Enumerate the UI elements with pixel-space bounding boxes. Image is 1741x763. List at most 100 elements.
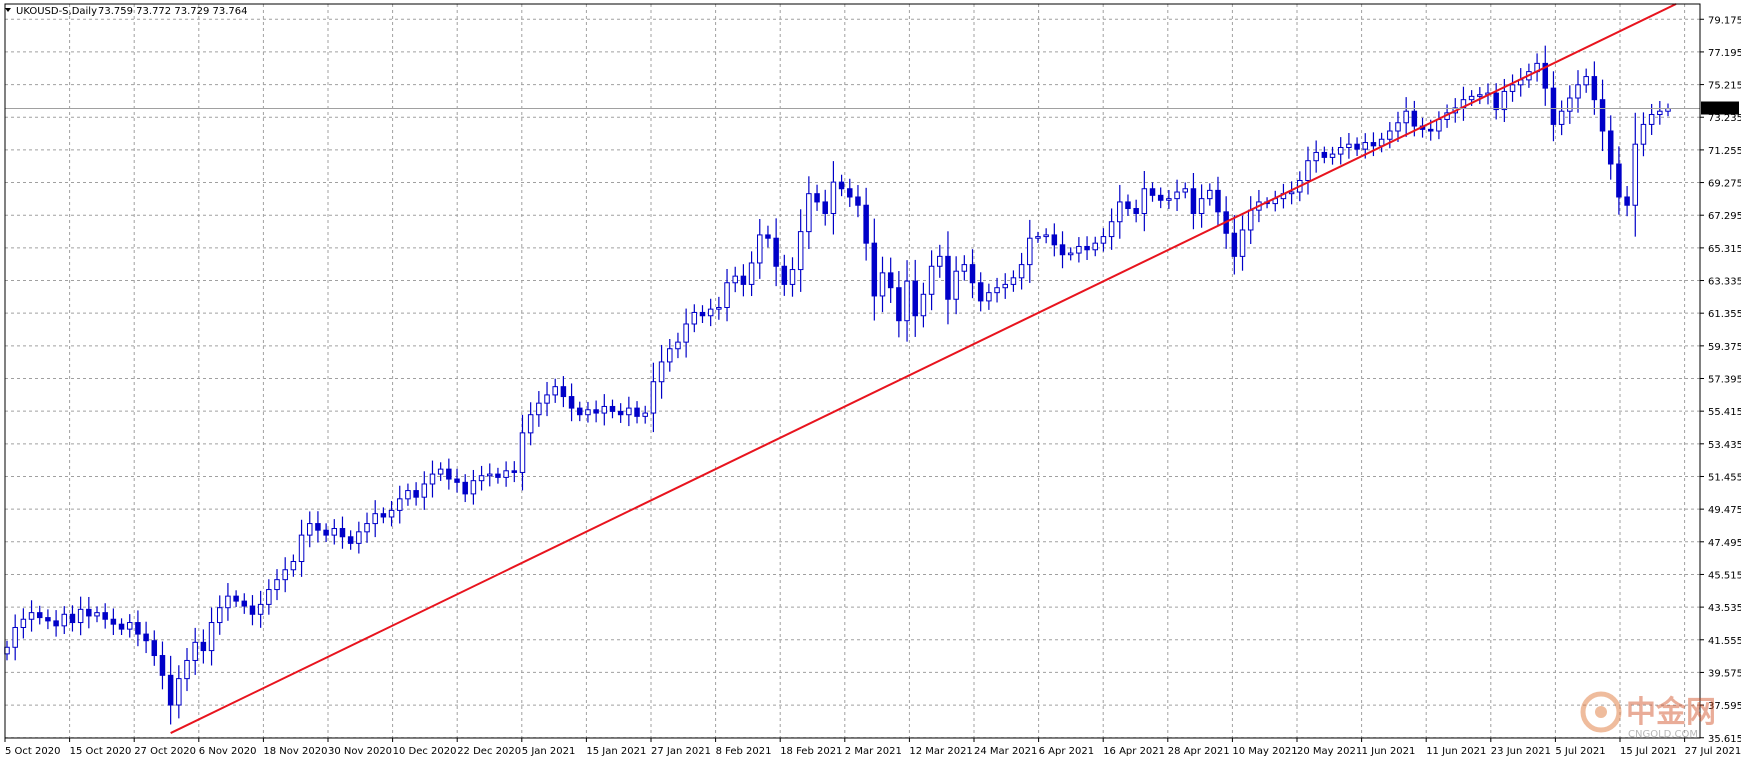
- candle: [28, 600, 35, 632]
- candle: [380, 507, 387, 524]
- candle: [773, 218, 779, 287]
- candle: [552, 378, 558, 403]
- y-tick-label: 67.295: [1708, 211, 1741, 222]
- candle: [847, 178, 853, 207]
- candle: [920, 282, 927, 328]
- candle: [1051, 223, 1058, 257]
- candle: [724, 268, 730, 322]
- x-tick-label: 2 Mar 2021: [845, 746, 902, 757]
- candle: [1575, 70, 1581, 113]
- candle: [372, 500, 378, 538]
- candle: [184, 648, 190, 692]
- candle: [306, 511, 313, 548]
- candle: [1583, 68, 1589, 93]
- x-tick-label: 11 Jun 2021: [1426, 746, 1486, 757]
- x-tick-label: 27 Jan 2021: [651, 746, 711, 757]
- y-tick-label: 73.235: [1708, 113, 1741, 124]
- candle: [871, 218, 878, 321]
- candle: [838, 174, 845, 197]
- candle: [511, 461, 518, 483]
- y-tick-label: 57.395: [1708, 375, 1741, 386]
- y-tick-label: 65.315: [1708, 244, 1741, 255]
- support-trendline[interactable]: [170, 3, 1677, 734]
- candle: [233, 590, 239, 607]
- candle: [208, 607, 215, 666]
- y-tick-label: 79.175: [1708, 15, 1741, 26]
- candle: [1387, 122, 1393, 149]
- candle: [1125, 194, 1131, 216]
- candle: [658, 344, 665, 399]
- x-tick-label: 16 Apr 2021: [1103, 746, 1165, 757]
- candle: [1370, 132, 1377, 157]
- candle: [634, 401, 640, 424]
- watermark-logo-icon: [1580, 691, 1622, 733]
- x-tick-label: 24 Mar 2021: [974, 746, 1037, 757]
- candle: [1477, 87, 1483, 105]
- x-axis: 5 Oct 2020 15 Oct 2020 27 Oct 2020 6 Nov 20…: [4, 738, 1741, 757]
- x-tick-label: 28 Apr 2021: [1168, 746, 1230, 757]
- candle: [1354, 137, 1360, 156]
- x-tick-label: 30 Nov 2020: [328, 746, 392, 757]
- candle: [1092, 236, 1098, 257]
- candle: [135, 610, 141, 647]
- candle: [1067, 247, 1074, 261]
- candle: [323, 523, 329, 542]
- candle: [1043, 228, 1049, 244]
- candle: [12, 614, 18, 661]
- candle: [740, 264, 747, 297]
- candle: [167, 655, 174, 725]
- candle: [388, 500, 395, 527]
- collapse-triangle-icon[interactable]: [5, 8, 11, 12]
- candle: [339, 516, 346, 549]
- candle: [577, 401, 583, 422]
- candle: [470, 469, 477, 505]
- candle: [961, 255, 968, 281]
- candle: [896, 271, 902, 338]
- candle: [478, 465, 485, 491]
- candle: [94, 606, 100, 623]
- candle: [1027, 219, 1033, 283]
- candle: [159, 641, 166, 690]
- candle: [1059, 231, 1066, 269]
- candle: [732, 266, 738, 293]
- y-tick-label: 55.415: [1708, 407, 1741, 418]
- candle: [126, 614, 133, 638]
- candle: [797, 209, 804, 292]
- candle: [1100, 228, 1107, 252]
- candle: [626, 396, 632, 427]
- candle: [609, 399, 616, 419]
- candle: [1337, 137, 1344, 165]
- candle: [519, 414, 526, 491]
- candle: [1567, 85, 1573, 124]
- candle: [1329, 146, 1336, 165]
- candle: [274, 569, 280, 601]
- candle: [814, 184, 820, 211]
- candle: [249, 595, 256, 626]
- candle: [102, 603, 108, 629]
- x-tick-label: 5 Jul 2021: [1555, 746, 1605, 757]
- candle: [887, 257, 894, 303]
- candle: [282, 557, 288, 593]
- candle: [1035, 231, 1041, 243]
- candle: [1493, 83, 1499, 120]
- candle: [1108, 208, 1115, 250]
- candle: [1231, 215, 1238, 275]
- plot-frame: [4, 3, 1701, 739]
- candle: [1550, 71, 1557, 142]
- candle: [347, 530, 354, 550]
- candle: [1346, 132, 1352, 159]
- candle: [707, 298, 714, 327]
- candle: [495, 467, 501, 484]
- candle: [315, 511, 321, 543]
- candle: [1133, 199, 1139, 223]
- candle: [585, 401, 591, 423]
- x-tick-label: 27 Jul 2021: [1685, 746, 1741, 757]
- candle: [216, 595, 223, 635]
- watermark-url: CNGOLD.COM: [1628, 729, 1698, 740]
- candle: [642, 405, 648, 424]
- y-tick-label: 41.555: [1708, 636, 1741, 647]
- candle: [1174, 179, 1180, 212]
- candle: [503, 461, 509, 487]
